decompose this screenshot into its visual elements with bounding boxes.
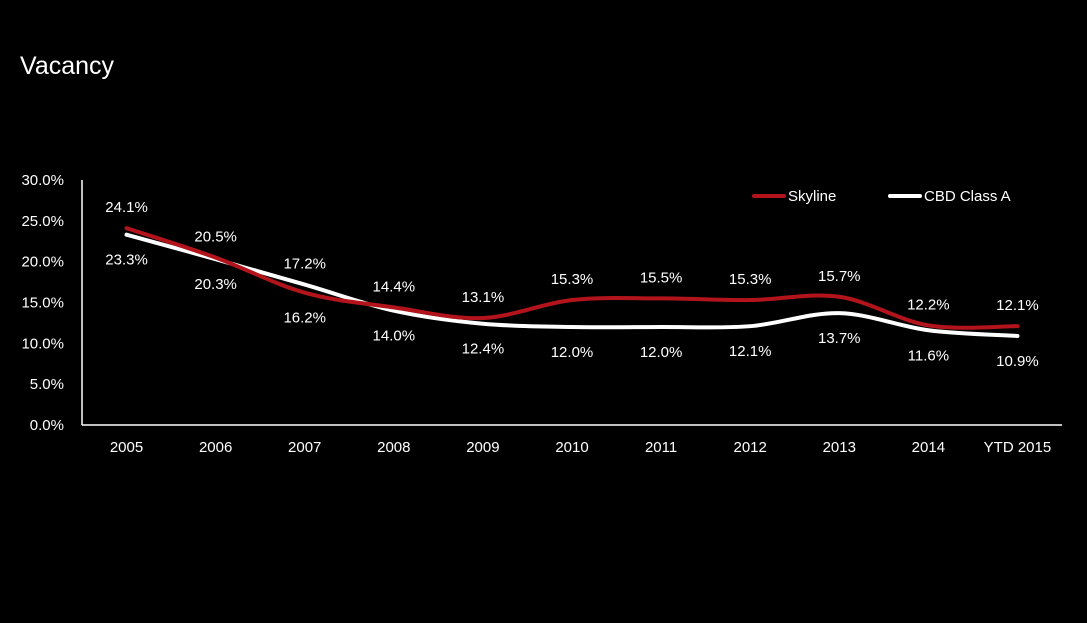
data-label-cbd-class-a: 13.7% — [818, 330, 861, 347]
data-label-cbd-class-a: 12.0% — [640, 344, 683, 361]
y-tick-label: 25.0% — [21, 213, 64, 230]
data-label-cbd-class-a: 12.1% — [729, 343, 772, 360]
y-tick-label: 20.0% — [21, 254, 64, 271]
data-label-cbd-class-a: 23.3% — [105, 252, 148, 269]
data-label-skyline: 12.2% — [907, 296, 950, 313]
data-label-skyline: 15.3% — [729, 271, 772, 288]
x-tick-label: 2005 — [110, 439, 143, 456]
y-tick-label: 0.0% — [30, 417, 64, 434]
data-label-cbd-class-a: 20.3% — [194, 276, 237, 293]
x-tick-label: 2013 — [823, 439, 856, 456]
data-label-cbd-class-a: 12.4% — [462, 341, 505, 358]
legend-label-cbd-class-a: CBD Class A — [924, 188, 1011, 205]
chart-title: Vacancy — [20, 52, 115, 80]
series-line-cbd-class-a — [124, 232, 1020, 338]
data-label-skyline: 13.1% — [462, 289, 505, 306]
data-label-skyline: 14.4% — [373, 278, 416, 295]
series-line-skyline — [124, 226, 1020, 330]
legend-label-skyline: Skyline — [788, 188, 836, 205]
y-tick-label: 30.0% — [21, 172, 64, 189]
data-label-skyline: 15.5% — [640, 269, 683, 286]
data-label-skyline: 12.1% — [996, 297, 1039, 314]
data-label-skyline: 24.1% — [105, 199, 148, 216]
x-tick-label: 2012 — [733, 439, 766, 456]
y-tick-label: 15.0% — [21, 295, 64, 312]
data-label-cbd-class-a: 14.0% — [373, 328, 416, 345]
x-tick-label: 2009 — [466, 439, 499, 456]
x-tick-label: 2008 — [377, 439, 410, 456]
x-tick-label: 2011 — [645, 439, 677, 456]
data-label-cbd-class-a: 10.9% — [996, 353, 1039, 370]
x-tick-label: YTD 2015 — [984, 439, 1052, 456]
y-tick-label: 10.0% — [21, 335, 64, 352]
data-label-skyline: 15.3% — [551, 271, 594, 288]
x-tick-label: 2010 — [555, 439, 588, 456]
data-label-skyline: 16.2% — [283, 310, 326, 327]
data-label-cbd-class-a: 12.0% — [551, 344, 594, 361]
data-label-skyline: 15.7% — [818, 268, 861, 285]
x-tick-label: 2006 — [199, 439, 232, 456]
x-tick-label: 2007 — [288, 439, 321, 456]
data-label-skyline: 20.5% — [194, 229, 237, 246]
data-label-cbd-class-a: 11.6% — [908, 347, 949, 364]
x-tick-label: 2014 — [912, 439, 945, 456]
data-label-cbd-class-a: 17.2% — [283, 256, 326, 273]
y-tick-label: 5.0% — [30, 376, 64, 393]
